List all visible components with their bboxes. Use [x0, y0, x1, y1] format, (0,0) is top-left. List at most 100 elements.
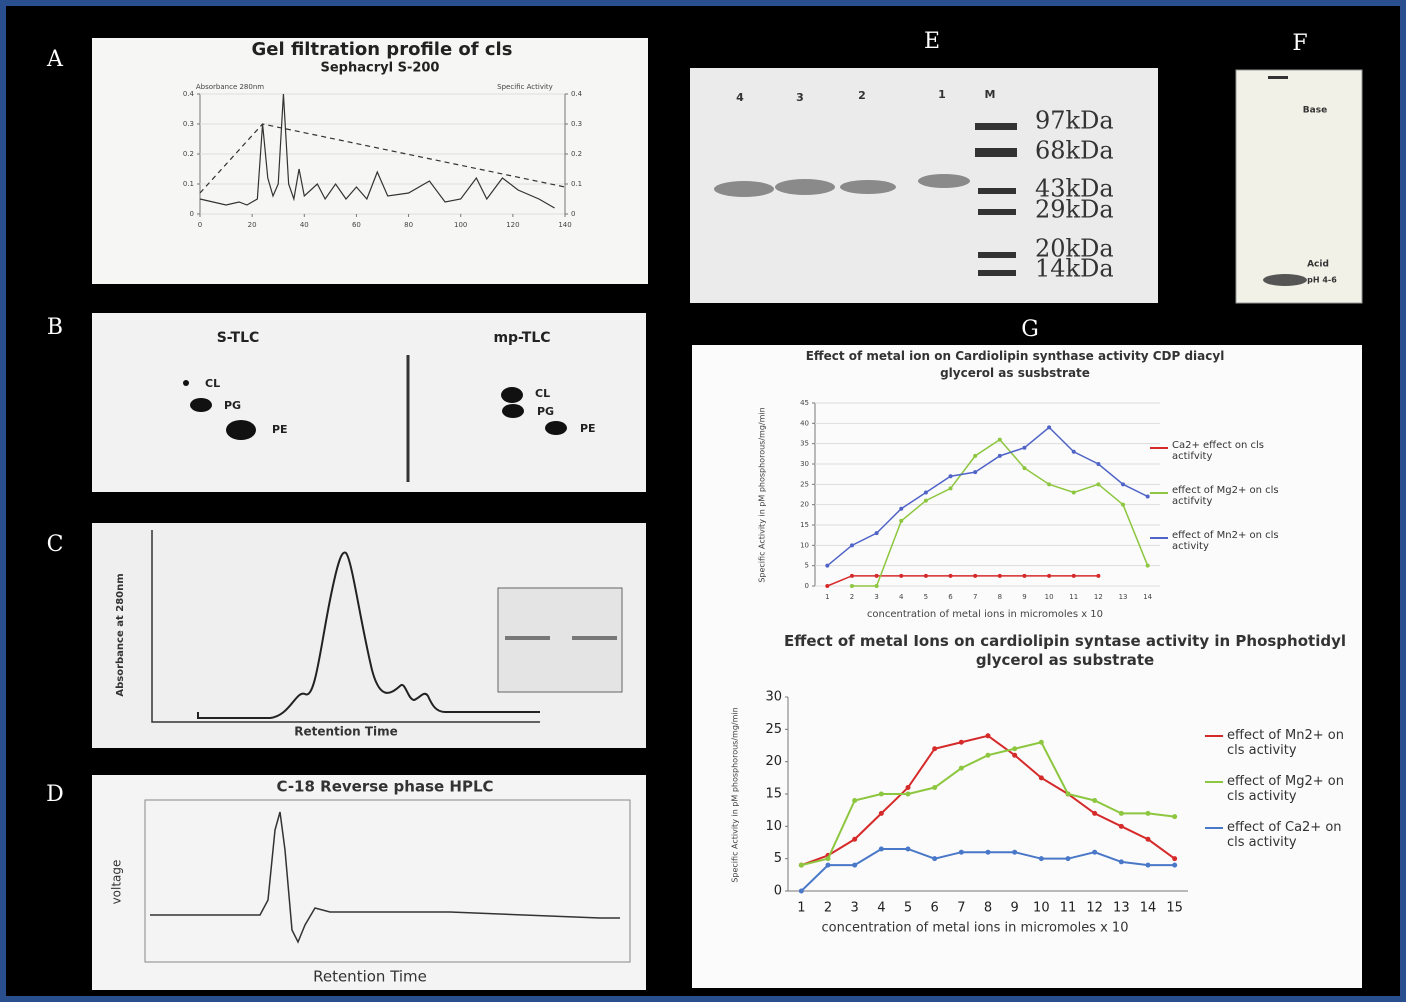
y-tick-label: 35 [800, 440, 809, 448]
series-line [827, 575, 1099, 587]
data-point [1092, 810, 1098, 816]
data-point [1022, 466, 1027, 471]
data-point [958, 739, 964, 745]
data-point [1065, 856, 1071, 862]
y-tick-label: 40 [800, 419, 809, 427]
legend-entry: effect of Mn2+ on cls activity [1150, 530, 1279, 552]
data-point [1145, 810, 1151, 816]
data-point [973, 470, 978, 475]
data-point [923, 498, 928, 503]
tlc-spot [502, 404, 524, 418]
plot-frame [144, 799, 631, 963]
legend-item: effect of Mg2+ on cls actifvity [1150, 485, 1300, 507]
data-point [1118, 859, 1124, 865]
x-tick-label: 100 [454, 221, 467, 229]
legend-entry: effect of Mg2+ on cls actifvity [1150, 485, 1300, 507]
data-point [905, 791, 911, 797]
spot-label: PE [272, 423, 288, 436]
x-tick-label: 15 [1166, 901, 1183, 916]
data-point [1145, 862, 1151, 868]
data-point [1047, 425, 1052, 430]
panel-b [92, 313, 646, 492]
y-tick-label: 20 [800, 501, 809, 509]
hplc-trace [197, 551, 540, 719]
gel-band [714, 181, 774, 197]
x-tick-label: 4 [899, 593, 904, 601]
x-tick-label: 11 [1069, 593, 1078, 601]
inset-band [505, 636, 550, 640]
x-tick-label: 0 [198, 221, 202, 229]
x-tick-label: 40 [300, 221, 309, 229]
y-axis-label: Absorbance 280nm [196, 83, 264, 91]
data-point [905, 846, 911, 852]
data-point [958, 849, 964, 855]
x-tick-label: 1 [825, 593, 829, 601]
data-point [923, 573, 928, 578]
data-point [1012, 849, 1018, 855]
data-point [849, 573, 854, 578]
data-point [1012, 752, 1018, 758]
y2-tick-label: 0.1 [571, 180, 582, 188]
data-point [1038, 775, 1044, 781]
panel-f [1235, 69, 1363, 304]
data-point [1038, 739, 1044, 745]
data-point [874, 573, 879, 578]
data-point [1145, 494, 1150, 499]
data-point [899, 518, 904, 523]
hplc-trace [150, 811, 620, 944]
legend-label: effect of Ca2+ on cls activity [1227, 820, 1342, 850]
chart-title-box: Effect of metal Ions on cardiolipin synt… [784, 632, 1346, 669]
lane-label: 1 [938, 88, 946, 101]
data-point [1121, 502, 1126, 507]
y-tick-label: 20 [765, 754, 782, 769]
legend-label: effect of Mg2+ on cls actifvity [1172, 485, 1279, 507]
panel-label: G [1021, 317, 1039, 342]
y-tick-label: 0.1 [183, 180, 194, 188]
x-tick-label: 10 [1033, 901, 1050, 916]
data-point [958, 765, 964, 771]
data-point [1096, 482, 1101, 487]
x-tick-label: 4 [877, 901, 885, 916]
data-point [849, 543, 854, 548]
legend-label: effect of Mn2+ on cls activity [1172, 530, 1279, 552]
data-point [878, 810, 884, 816]
marker-label: 97kDa [1035, 107, 1114, 135]
data-point [1071, 573, 1076, 578]
data-point [1047, 573, 1052, 578]
legend-swatch [1205, 827, 1223, 829]
marker-label: 43kDa [1035, 175, 1114, 203]
chart-subtitle: Sephacryl S-200 [321, 61, 440, 76]
data-point [825, 862, 831, 868]
data-point [1145, 563, 1150, 568]
y-tick-label: 0 [190, 210, 194, 218]
data-point [1172, 856, 1178, 862]
x-tick-label: 14 [1140, 901, 1157, 916]
tlc-spot [226, 420, 256, 440]
y-tick-label: 5 [774, 851, 782, 866]
lane-label: 3 [796, 91, 804, 104]
x-axis-label: Retention Time [313, 968, 427, 986]
legend-entry: effect of Ca2+ on cls activity [1205, 820, 1342, 850]
data-point [1012, 746, 1018, 752]
data-point [1065, 791, 1071, 797]
panel-label: B [47, 315, 63, 340]
panel-label: D [46, 782, 64, 807]
data-point [1096, 573, 1101, 578]
x-tick-label: 5 [904, 901, 912, 916]
chart-title: Effect of metal ion on Cardiolipin synth… [805, 349, 1225, 380]
y2-tick-label: 0 [571, 210, 575, 218]
data-point [825, 584, 830, 588]
panel-label: A [46, 47, 64, 72]
data-point [874, 531, 879, 536]
y2-tick-label: 0.4 [571, 90, 583, 98]
y-tick-label: 30 [765, 690, 782, 705]
x-tick-label: 60 [352, 221, 361, 229]
panel-label: F [1292, 31, 1307, 56]
series-line [199, 93, 555, 209]
data-point [1145, 836, 1151, 842]
axes [151, 530, 540, 723]
legend-item: effect of Mn2+ on cls activity [1205, 728, 1345, 758]
y-axis-label: Absorbance at 280nm [115, 573, 126, 696]
y-axis-label: voltage [110, 860, 124, 905]
data-point [1121, 482, 1126, 487]
